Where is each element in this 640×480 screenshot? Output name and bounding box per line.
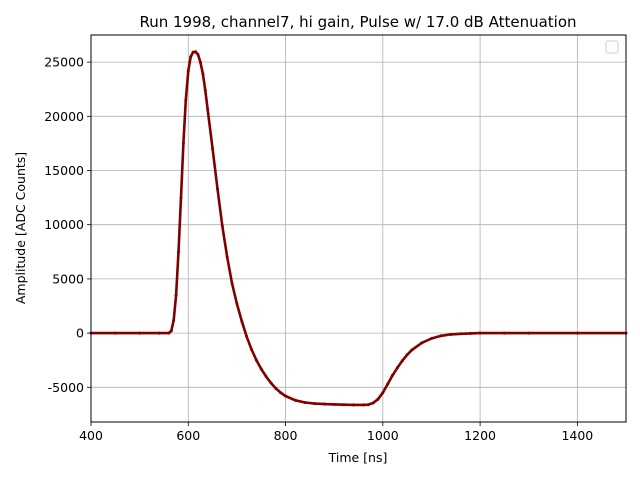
data-point [264,375,268,378]
data-point [575,331,579,335]
data-point [186,69,190,73]
data-point [332,402,336,406]
data-point [113,331,117,335]
x-tick-label: 1200 [464,428,496,443]
data-point [230,281,234,285]
data-point [527,331,531,335]
y-tick-label: 15000 [44,163,84,178]
y-axis: -5000 0 5000 10000 15000 20000 25000 [44,55,91,395]
data-point [459,332,463,336]
data-point [203,88,207,92]
data-point [449,332,453,336]
data-point [177,250,180,254]
data-point [250,347,253,351]
data-point [138,331,142,335]
data-point [303,401,307,404]
data-point [225,255,229,259]
plot-area [91,35,626,422]
grid [90,35,626,422]
x-tick-label: 400 [79,428,103,443]
plot-frame [90,34,627,423]
data-point [259,367,263,371]
data-point [216,187,219,191]
data-point [371,401,375,405]
x-tick-label: 1400 [561,428,593,443]
y-tick-label: 5000 [52,271,84,286]
data-point [269,381,273,385]
y-tick-label: 0 [76,326,84,341]
data-point [198,60,202,64]
data-point [430,337,433,340]
y-tick-label: 25000 [44,55,84,70]
data-point [157,331,161,335]
y-axis-title: Amplitude [ADC Counts] [13,152,28,304]
data-point [211,147,215,151]
data-point [386,382,390,386]
data-point [400,359,404,363]
x-tick-label: 800 [274,428,298,443]
data-point [352,403,356,407]
data-point [420,341,424,345]
data-point [181,141,185,145]
y-tick-label: -5000 [48,380,84,395]
data-point [366,403,370,407]
y-tick-label: 20000 [44,109,84,124]
data-point [191,50,195,54]
data-point [206,108,210,112]
data-point [179,196,183,200]
data-point [342,403,346,407]
data-point [220,224,224,228]
data-point [274,386,278,390]
data-point [376,397,380,401]
data-point [172,318,176,322]
data-point [361,403,365,407]
data-point [410,348,414,352]
data-point [279,391,283,395]
data-point [174,293,178,297]
data-point [245,334,249,338]
x-axis: 400 600 800 1000 1200 1400 [79,422,593,443]
series-layer [89,50,628,407]
data-point [323,402,326,406]
x-tick-label: 1000 [367,428,399,443]
data-point [167,331,171,335]
data-point [235,302,239,306]
data-point [194,50,198,54]
data-point [169,329,173,333]
data-point [478,331,482,335]
chart-title: Run 1998, channel7, hi gain, Pulse w/ 17… [139,13,576,31]
data-point [468,331,472,335]
y-tick-label: 10000 [44,217,84,232]
data-point [240,319,244,323]
data-point [284,394,287,398]
data-point [313,402,317,406]
data-point [184,98,188,102]
data-point [201,72,205,76]
series-line [91,50,626,407]
data-point [391,373,394,377]
legend-box [605,40,619,54]
data-point [502,331,506,335]
data-point [395,366,399,370]
data-point [254,358,258,362]
x-tick-label: 600 [176,428,200,443]
x-axis-title: Time [ns] [328,450,388,465]
data-point [293,398,297,402]
data-point [381,391,385,395]
data-point [439,334,443,338]
data-point [189,55,193,59]
data-point [196,53,200,56]
data-point [405,353,409,357]
